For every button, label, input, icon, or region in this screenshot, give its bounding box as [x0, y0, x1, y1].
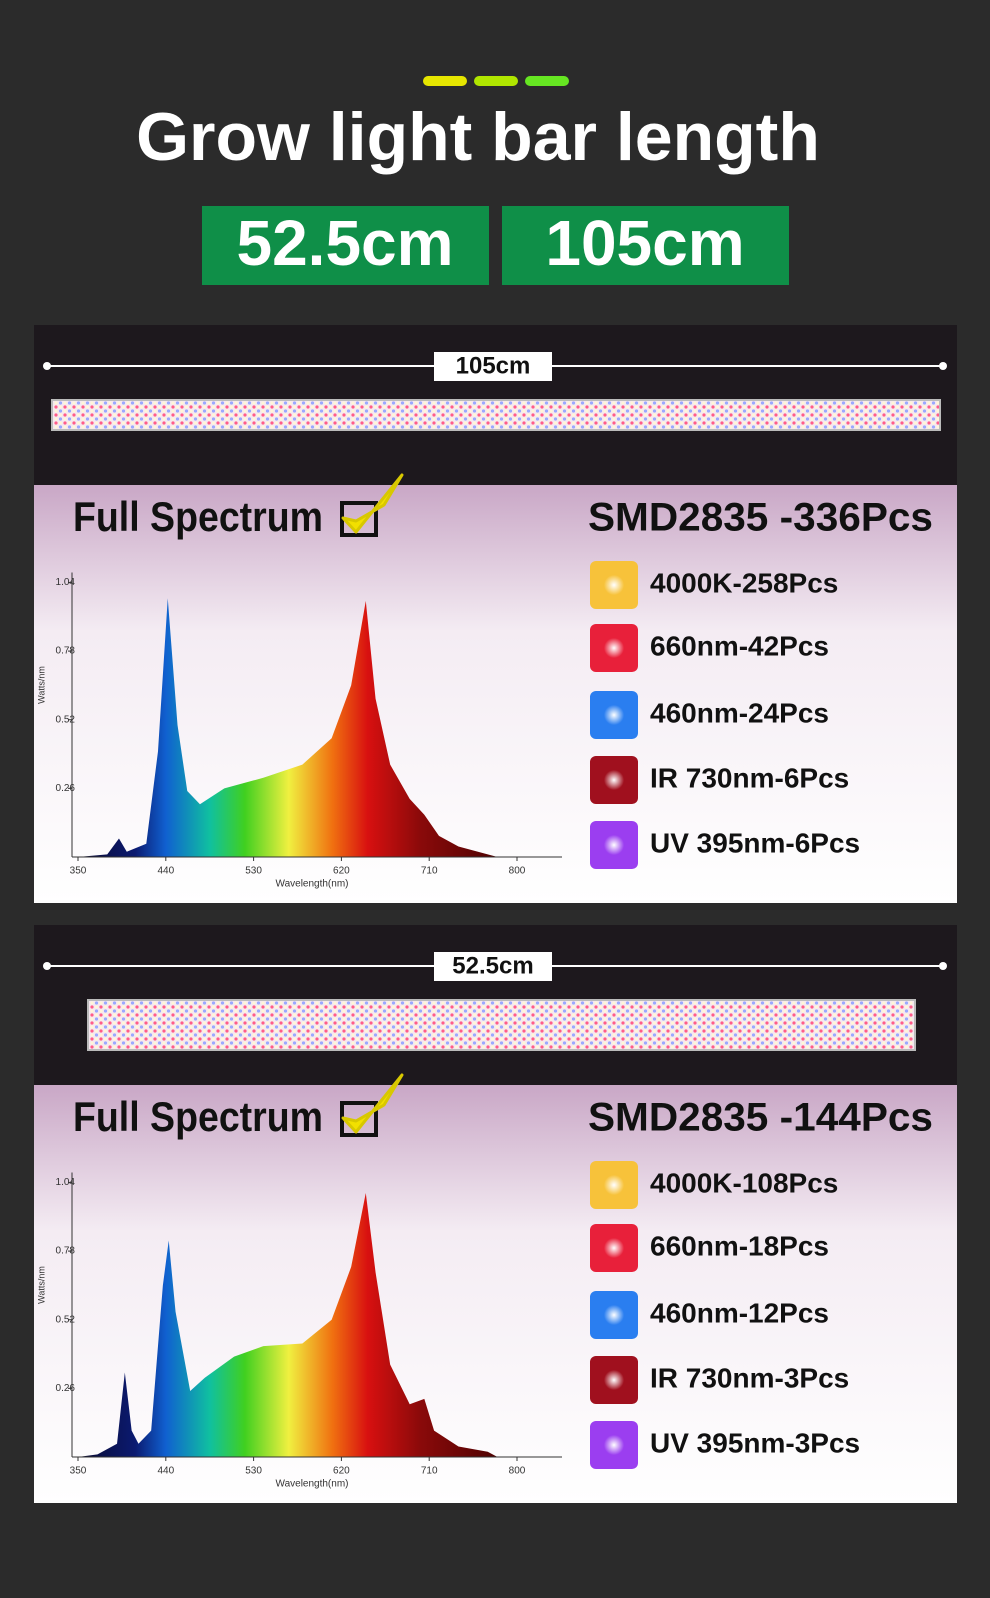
led-label: IR 730nm-6Pcs — [650, 762, 849, 793]
x-tick-label: 530 — [245, 1466, 262, 1477]
led-icon — [590, 1356, 638, 1404]
led-label: IR 730nm-3Pcs — [650, 1362, 849, 1393]
led-icon — [590, 691, 638, 739]
title: Grow light bar length — [136, 99, 820, 175]
spectrum-label: Full Spectrum — [73, 493, 323, 540]
y-tick-label: 0.52 — [56, 714, 76, 725]
length-end — [939, 362, 947, 370]
length-end — [43, 362, 51, 370]
y-tick-label: 0.52 — [56, 1314, 76, 1325]
x-tick-label: 620 — [333, 866, 350, 877]
led-label: 4000K-108Pcs — [650, 1167, 838, 1198]
length-end — [43, 962, 51, 970]
y-tick-label: 0.78 — [56, 646, 76, 657]
led-label: 660nm-42Pcs — [650, 630, 829, 661]
led-label: UV 395nm-6Pcs — [650, 827, 860, 858]
accent-bar — [525, 76, 569, 86]
panel: 105cm Full Spectrum SMD2835 -336Pcs 4000K-2… — [34, 325, 957, 903]
spectrum-label: Full Spectrum — [73, 1093, 323, 1140]
y-tick-label: 0.78 — [56, 1246, 76, 1257]
led-icon — [590, 1224, 638, 1272]
x-tick-label: 800 — [509, 866, 526, 877]
x-axis-label: Wavelength(nm) — [276, 1479, 349, 1490]
x-tick-label: 350 — [70, 1466, 87, 1477]
led-icon — [590, 624, 638, 672]
length-end — [939, 962, 947, 970]
length-label-box — [434, 952, 552, 981]
led-title: SMD2835 -336Pcs — [588, 496, 933, 540]
led-icon — [590, 821, 638, 869]
checkmark — [341, 1073, 404, 1134]
length-box — [202, 206, 489, 285]
led-icon — [590, 561, 638, 609]
x-tick-label: 440 — [157, 866, 174, 877]
led-icon — [590, 1161, 638, 1209]
y-axis-label: Watts/nm — [36, 1266, 46, 1304]
spectrum-area — [78, 598, 498, 857]
led-title: SMD2835 -144Pcs — [588, 1096, 933, 1140]
x-tick-label: 620 — [333, 1466, 350, 1477]
panel: 52.5cm Full Spectrum SMD2835 -144Pcs 4000K-… — [34, 925, 957, 1503]
length-box — [502, 206, 789, 285]
led-label: 4000K-258Pcs — [650, 567, 838, 598]
x-tick-label: 710 — [421, 866, 438, 877]
length-label-box — [434, 352, 552, 381]
y-tick-label: 1.04 — [56, 577, 76, 588]
led-label: 660nm-18Pcs — [650, 1230, 829, 1261]
y-tick-label: 0.26 — [56, 783, 76, 794]
led-icon — [590, 1421, 638, 1469]
length: 52.5cm — [236, 207, 453, 279]
accent-bar — [474, 76, 518, 86]
light-bar — [51, 399, 941, 431]
led-icon — [590, 1291, 638, 1339]
y-axis-label: Watts/nm — [36, 666, 46, 704]
led-icon — [590, 756, 638, 804]
length-label: 52.5cm — [452, 952, 533, 979]
spectrum-area — [78, 1193, 498, 1457]
length: 105cm — [545, 207, 744, 279]
x-tick-label: 530 — [245, 866, 262, 877]
length-label: 105cm — [456, 352, 531, 379]
accent-bar — [423, 76, 467, 86]
light-bar — [87, 999, 916, 1051]
checkmark — [341, 473, 404, 534]
led-label: UV 395nm-3Pcs — [650, 1427, 860, 1458]
x-tick-label: 800 — [509, 1466, 526, 1477]
led-label: 460nm-12Pcs — [650, 1297, 829, 1328]
y-tick-label: 1.04 — [56, 1177, 76, 1188]
x-tick-label: 350 — [70, 866, 87, 877]
led-label: 460nm-24Pcs — [650, 697, 829, 728]
x-tick-label: 710 — [421, 1466, 438, 1477]
y-tick-label: 0.26 — [56, 1383, 76, 1394]
x-tick-label: 440 — [157, 1466, 174, 1477]
x-axis-label: Wavelength(nm) — [276, 879, 349, 890]
